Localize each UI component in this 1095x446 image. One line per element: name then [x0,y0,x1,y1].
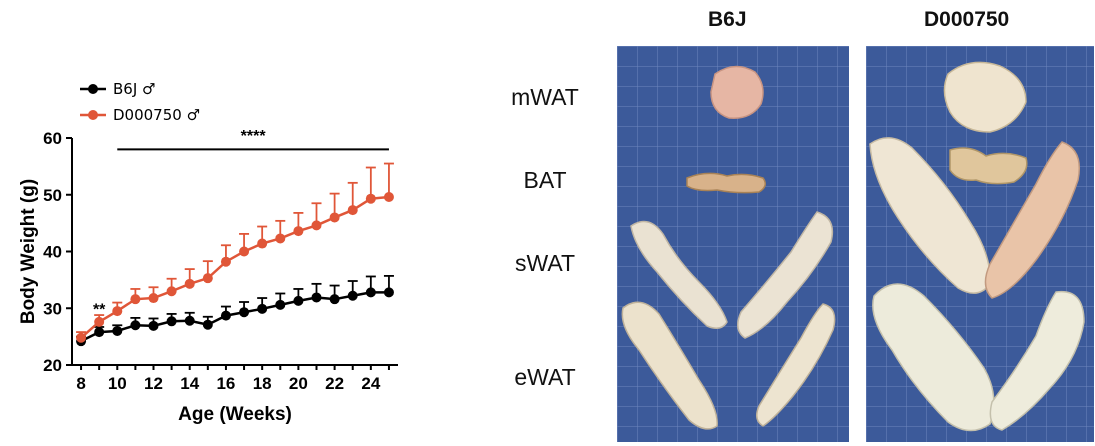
data-point [383,192,394,203]
legend-label: B6J ♂ [113,80,155,98]
x-tick-label: 12 [144,374,163,393]
data-point [130,320,141,331]
tissue-label-ewat: eWAT [514,364,576,390]
tissue-label-swat: sWAT [514,250,576,276]
data-point [166,286,177,297]
data-point [329,212,340,223]
data-point [383,287,394,298]
data-point [184,278,195,289]
data-point [202,273,213,284]
significance-label: ** [93,301,106,318]
d000750-bat-tissue [949,147,1028,185]
y-tick-label: 60 [43,129,62,148]
data-point [275,299,286,310]
data-point [166,316,177,327]
x-tick-label: 18 [253,374,272,393]
data-point [365,287,376,298]
d000750-swat-right-tissue [984,141,1080,299]
data-point [347,290,358,301]
photo-title-d000750: D000750 [924,8,1010,31]
series-line-1 [80,195,390,339]
d000750-mwat-tissue [943,61,1027,133]
photo-panel-b6j [617,46,849,442]
data-point [347,205,358,216]
x-tick-label: 16 [216,374,235,393]
data-point [257,303,268,314]
x-tick-label: 14 [180,374,199,393]
x-tick-label: 8 [76,374,85,393]
data-point [94,327,105,338]
x-tick-label: 20 [289,374,308,393]
b6j-swat-right-tissue [737,211,834,339]
b6j-tissue-photo [617,46,849,442]
legend-marker [88,110,98,120]
data-point [220,256,231,267]
b6j-swat-left-tissue [630,220,728,329]
data-point [239,307,250,318]
b6j-ewat-right-tissue [756,303,836,427]
b6j-mwat-tissue [710,65,764,119]
x-tick-label: 22 [325,374,344,393]
y-axis-label: Body Weight (g) [18,179,39,324]
data-point [293,295,304,306]
data-point [112,325,123,336]
data-point [76,332,87,343]
b6j-bat-tissue [686,172,766,194]
data-point [311,220,322,231]
tissue-label-bat: BAT [523,167,567,193]
d000750-ewat-right-tissue [989,290,1085,431]
photo-panel-d000750 [866,46,1094,442]
x-tick-label: 24 [361,374,380,393]
data-point [112,306,123,317]
y-tick-label: 40 [43,243,62,262]
series-line-0 [80,291,389,343]
x-tick-label: 10 [108,374,127,393]
d000750-ewat-left-tissue [872,283,995,432]
data-point [130,294,141,305]
x-axis-label: Age (Weeks) [178,404,292,425]
y-tick-label: 30 [43,299,62,318]
tissue-label-mwat: mWAT [511,84,579,110]
legend-marker [88,84,98,94]
data-point [94,316,105,327]
significance-label: **** [241,128,267,145]
legend-label: D000750 ♂ [113,106,200,124]
data-point [239,246,250,257]
data-point [329,294,340,305]
data-point [365,193,376,204]
data-point [275,233,286,244]
body-weight-chart: 20 30 40 50 60 8 10 12 14 16 18 20 22 24 Age (Weeks) Bo… [18,80,398,425]
data-point [311,292,322,303]
data-point [257,238,268,249]
data-point [148,320,159,331]
b6j-ewat-left-tissue [621,301,718,430]
y-tick-label: 20 [43,356,62,375]
data-point [148,293,159,304]
y-tick-label: 50 [43,186,62,205]
d000750-tissue-photo [866,46,1094,442]
data-point [202,319,213,330]
photo-title-b6j: B6J [708,8,747,31]
data-point [220,310,231,321]
data-point [184,315,195,326]
data-point [293,226,304,237]
